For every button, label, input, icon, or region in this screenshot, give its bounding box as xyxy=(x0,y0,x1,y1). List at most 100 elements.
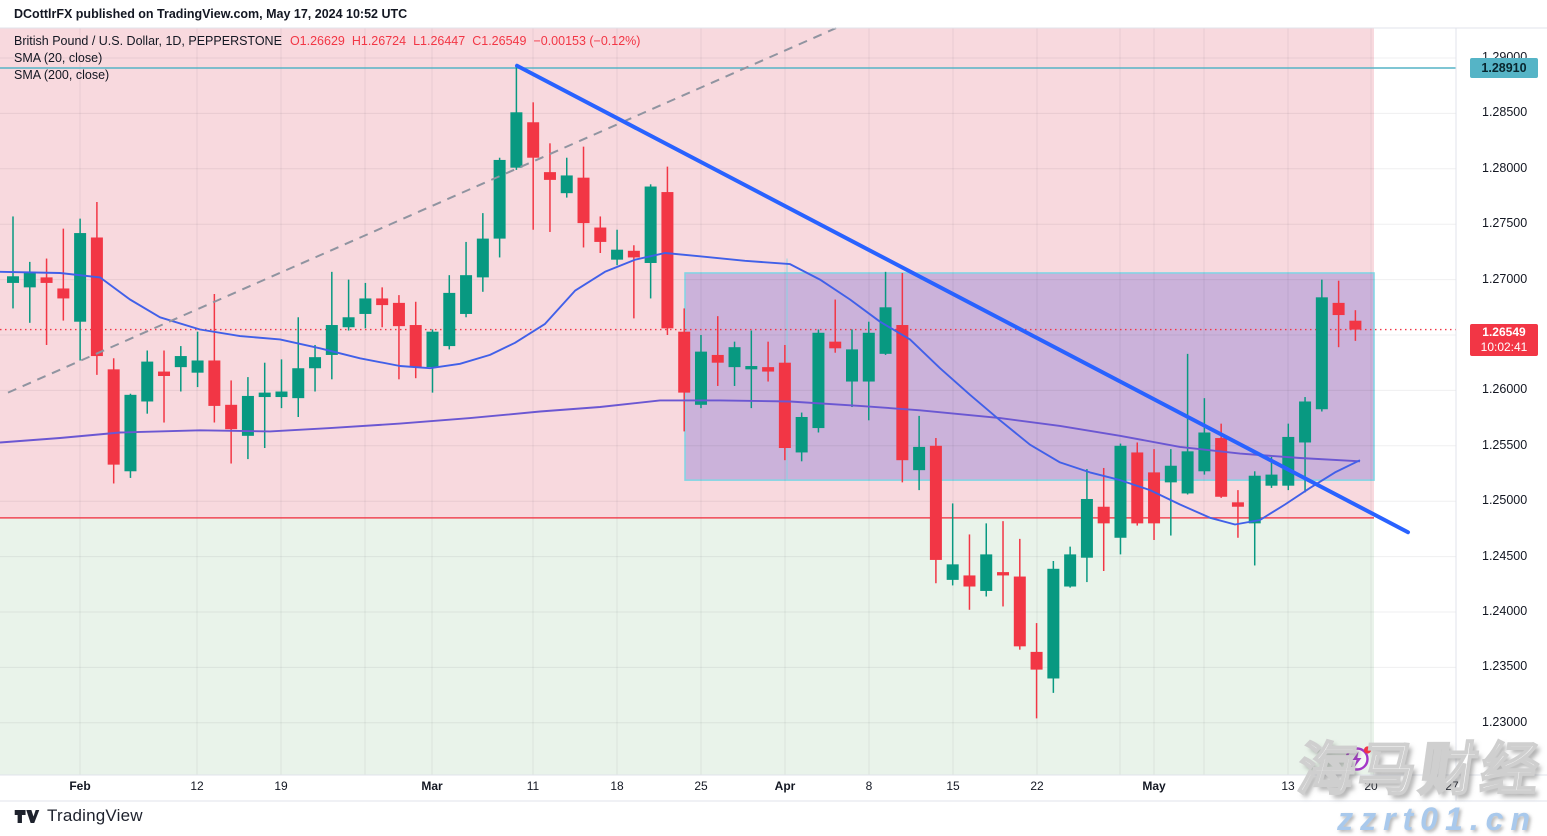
candle-body[interactable] xyxy=(527,122,540,158)
candle-body[interactable] xyxy=(711,354,724,363)
time-axis-tick[interactable]: 15 xyxy=(946,779,960,793)
candle-body[interactable] xyxy=(1164,465,1177,483)
candle-series[interactable] xyxy=(7,65,1362,719)
tradingview-branding[interactable]: TradingView xyxy=(14,806,143,826)
candle-body[interactable] xyxy=(1181,451,1194,494)
price-axis-tick[interactable]: 1.25000 xyxy=(1482,493,1528,508)
time-axis-tick[interactable]: 19 xyxy=(274,779,288,793)
candle-body[interactable] xyxy=(627,250,640,258)
candle-body[interactable] xyxy=(1064,554,1077,587)
legend-sma200[interactable]: SMA (200, close) xyxy=(14,68,110,82)
candle-body[interactable] xyxy=(141,361,154,402)
candle-body[interactable] xyxy=(292,368,305,399)
time-axis-tick[interactable]: 22 xyxy=(1030,779,1044,793)
candle-body[interactable] xyxy=(678,331,691,393)
price-axis-tick[interactable]: 1.23000 xyxy=(1482,714,1528,729)
candle-body[interactable] xyxy=(74,233,87,322)
time-axis-tick[interactable]: 20 xyxy=(1364,779,1378,793)
candle-body[interactable] xyxy=(577,177,590,224)
candle-body[interactable] xyxy=(929,445,942,560)
candle-body[interactable] xyxy=(40,277,53,283)
candle-body[interactable] xyxy=(1231,502,1244,507)
candle-body[interactable] xyxy=(359,298,372,314)
candle-body[interactable] xyxy=(191,360,204,373)
candle-body[interactable] xyxy=(812,332,825,429)
candle-body[interactable] xyxy=(1030,651,1043,670)
time-axis-tick[interactable]: 11 xyxy=(526,779,540,793)
candle-body[interactable] xyxy=(1248,475,1261,524)
candle-body[interactable] xyxy=(443,292,456,347)
candle-body[interactable] xyxy=(560,175,573,194)
candle-body[interactable] xyxy=(795,416,808,453)
price-axis-tick[interactable]: 1.23500 xyxy=(1482,659,1528,674)
candle-body[interactable] xyxy=(1148,472,1161,524)
legend-sma20[interactable]: SMA (20, close) xyxy=(14,51,103,65)
sma200-line[interactable] xyxy=(0,399,1361,463)
candle-body[interactable] xyxy=(376,298,389,306)
candle-body[interactable] xyxy=(594,227,607,242)
candle-body[interactable] xyxy=(829,341,842,349)
price-axis-tick[interactable]: 1.25500 xyxy=(1482,437,1528,452)
candle-body[interactable] xyxy=(342,317,355,328)
candle-body[interactable] xyxy=(1265,474,1278,486)
candle-body[interactable] xyxy=(946,564,959,580)
candle-body[interactable] xyxy=(611,249,624,260)
candle-body[interactable] xyxy=(241,395,254,436)
descending-trendline[interactable] xyxy=(515,63,1410,535)
price-axis-tick[interactable]: 1.28500 xyxy=(1482,105,1528,120)
candle-body[interactable] xyxy=(896,325,909,461)
candle-body[interactable] xyxy=(1013,576,1026,647)
time-axis-tick[interactable]: 25 xyxy=(694,779,708,793)
candle-body[interactable] xyxy=(107,369,120,465)
candle-body[interactable] xyxy=(493,159,506,239)
candle-body[interactable] xyxy=(762,367,775,372)
candle-body[interactable] xyxy=(460,275,473,314)
candle-body[interactable] xyxy=(846,349,858,382)
last-price-flag[interactable]: 1.26549 10:02:41 xyxy=(1470,324,1538,356)
time-axis-tick[interactable]: 13 xyxy=(1281,779,1295,793)
candle-body[interactable] xyxy=(225,404,238,430)
candle-body[interactable] xyxy=(1282,436,1295,486)
candle-body[interactable] xyxy=(476,238,489,278)
candle-body[interactable] xyxy=(1080,498,1093,558)
resistance-price-flag[interactable]: 1.28910 xyxy=(1470,58,1538,78)
price-axis-tick[interactable]: 1.24500 xyxy=(1482,548,1528,563)
candle-body[interactable] xyxy=(778,362,791,449)
candle-body[interactable] xyxy=(208,360,221,406)
candle-body[interactable] xyxy=(409,325,422,368)
candle-body[interactable] xyxy=(728,347,741,368)
candle-body[interactable] xyxy=(90,237,103,357)
candle-body[interactable] xyxy=(510,112,523,168)
price-axis-tick[interactable]: 1.24000 xyxy=(1482,604,1528,618)
time-axis-tick[interactable]: 27 xyxy=(1445,779,1459,793)
candle-body[interactable] xyxy=(997,572,1010,576)
candle-body[interactable] xyxy=(57,288,70,299)
candle-body[interactable] xyxy=(980,554,993,591)
candle-body[interactable] xyxy=(1349,320,1362,330)
candle-body[interactable] xyxy=(23,271,36,288)
candle-body[interactable] xyxy=(963,575,976,587)
candle-body[interactable] xyxy=(325,325,338,355)
candle-body[interactable] xyxy=(392,302,405,327)
candle-body[interactable] xyxy=(1299,401,1312,443)
symbol-title[interactable]: British Pound / U.S. Dollar, 1D, PEPPERS… xyxy=(14,34,282,48)
price-axis-tick[interactable]: 1.28000 xyxy=(1482,160,1528,175)
candle-body[interactable] xyxy=(1114,445,1127,538)
sma20-line[interactable] xyxy=(0,252,1361,526)
candle-body[interactable] xyxy=(309,357,322,369)
price-axis-tick[interactable]: 1.27000 xyxy=(1482,271,1528,286)
candle-body[interactable] xyxy=(879,307,892,354)
ascending-dashed-trendline[interactable] xyxy=(7,27,837,394)
time-axis-tick[interactable]: Feb xyxy=(69,779,91,793)
candle-body[interactable] xyxy=(1047,568,1060,679)
time-axis-tick[interactable]: May xyxy=(1142,779,1166,793)
candle-body[interactable] xyxy=(275,391,288,398)
candle-body[interactable] xyxy=(862,332,875,382)
candle-body[interactable] xyxy=(1097,506,1110,524)
candle-body[interactable] xyxy=(1198,432,1211,472)
candle-body[interactable] xyxy=(158,371,171,376)
candle-body[interactable] xyxy=(644,186,657,263)
candle-body[interactable] xyxy=(1315,297,1328,410)
time-axis-tick[interactable]: Mar xyxy=(421,779,443,793)
